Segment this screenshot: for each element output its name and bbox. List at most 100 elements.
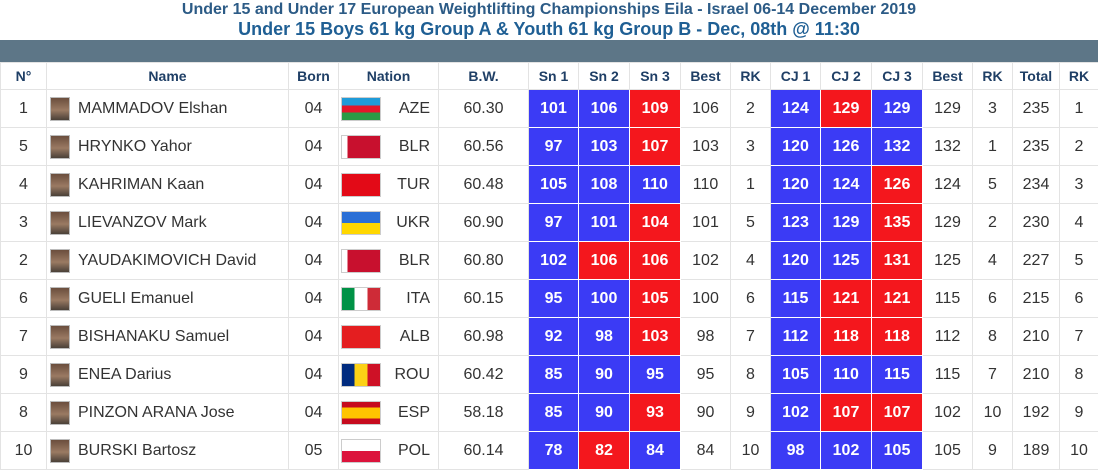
snatch-attempt-2: 106 [579, 90, 630, 128]
final-rank: 2 [1060, 128, 1098, 166]
clean-jerk-attempt-1: 120 [771, 128, 821, 166]
final-rank: 3 [1060, 166, 1098, 204]
snatch-attempt-2: 100 [579, 280, 630, 318]
start-number: 10 [1, 432, 47, 470]
col-header: B.W. [439, 63, 529, 90]
clean-jerk-best: 125 [923, 242, 973, 280]
clean-jerk-attempt-1: 123 [771, 204, 821, 242]
body-weight: 60.48 [439, 166, 529, 204]
athlete-photo [50, 439, 70, 463]
clean-jerk-attempt-2: 129 [821, 204, 872, 242]
total: 227 [1013, 242, 1060, 280]
snatch-attempt-1: 92 [529, 318, 579, 356]
athlete-name: PINZON ARANA Jose [78, 404, 235, 422]
clean-jerk-best: 129 [923, 90, 973, 128]
nation-cell: UKR [339, 204, 439, 242]
alb-flag-icon [341, 325, 381, 349]
snatch-rank: 7 [731, 318, 771, 356]
clean-jerk-attempt-2: 110 [821, 356, 872, 394]
clean-jerk-rank: 7 [973, 356, 1013, 394]
clean-jerk-attempt-2: 121 [821, 280, 872, 318]
snatch-best: 98 [681, 318, 731, 356]
born-year: 04 [289, 128, 339, 166]
athlete-photo [50, 211, 70, 235]
clean-jerk-attempt-1: 102 [771, 394, 821, 432]
snatch-attempt-2: 103 [579, 128, 630, 166]
snatch-attempt-2: 101 [579, 204, 630, 242]
col-header: CJ 1 [771, 63, 821, 90]
body-weight: 60.80 [439, 242, 529, 280]
born-year: 04 [289, 242, 339, 280]
athlete-name-cell: LIEVANZOV Mark [47, 204, 289, 242]
start-number: 7 [1, 318, 47, 356]
snatch-attempt-2: 98 [579, 318, 630, 356]
clean-jerk-best: 102 [923, 394, 973, 432]
athlete-name: GUELI Emanuel [78, 290, 194, 308]
athlete-name: BISHANAKU Samuel [78, 328, 229, 346]
nation-code: BLR [399, 252, 430, 270]
clean-jerk-rank: 9 [973, 432, 1013, 470]
final-rank: 7 [1060, 318, 1098, 356]
total: 210 [1013, 318, 1060, 356]
tur-flag-icon [341, 173, 381, 197]
clean-jerk-attempt-2: 118 [821, 318, 872, 356]
total: 210 [1013, 356, 1060, 394]
athlete-photo [50, 287, 70, 311]
athlete-photo [50, 401, 70, 425]
snatch-attempt-1: 102 [529, 242, 579, 280]
start-number: 1 [1, 90, 47, 128]
start-number: 8 [1, 394, 47, 432]
col-header: Total [1013, 63, 1060, 90]
snatch-best: 101 [681, 204, 731, 242]
start-number: 2 [1, 242, 47, 280]
clean-jerk-attempt-3: 132 [872, 128, 923, 166]
clean-jerk-attempt-2: 126 [821, 128, 872, 166]
snatch-best: 103 [681, 128, 731, 166]
clean-jerk-attempt-2: 124 [821, 166, 872, 204]
snatch-attempt-1: 105 [529, 166, 579, 204]
clean-jerk-rank: 10 [973, 394, 1013, 432]
results-header: Under 15 and Under 17 European Weightlif… [0, 0, 1098, 40]
snatch-attempt-2: 90 [579, 356, 630, 394]
snatch-best: 110 [681, 166, 731, 204]
snatch-attempt-1: 97 [529, 204, 579, 242]
total: 234 [1013, 166, 1060, 204]
table-header-row: N° Name Born Nation B.W. Sn 1 Sn 2 Sn 3 … [1, 63, 1098, 90]
nation-code: AZE [399, 100, 430, 118]
athlete-name-cell: MAMMADOV Elshan [47, 90, 289, 128]
athlete-name: KAHRIMAN Kaan [78, 176, 204, 194]
start-number: 6 [1, 280, 47, 318]
total: 230 [1013, 204, 1060, 242]
final-rank: 10 [1060, 432, 1098, 470]
born-year: 05 [289, 432, 339, 470]
clean-jerk-best: 105 [923, 432, 973, 470]
header-divider-bar [0, 40, 1098, 62]
snatch-attempt-3: 104 [630, 204, 681, 242]
clean-jerk-rank: 1 [973, 128, 1013, 166]
body-weight: 60.15 [439, 280, 529, 318]
athlete-name: BURSKI Bartosz [78, 442, 196, 460]
snatch-rank: 8 [731, 356, 771, 394]
clean-jerk-rank: 2 [973, 204, 1013, 242]
snatch-best: 90 [681, 394, 731, 432]
body-weight: 60.30 [439, 90, 529, 128]
athlete-name: MAMMADOV Elshan [78, 100, 227, 118]
born-year: 04 [289, 90, 339, 128]
final-rank: 4 [1060, 204, 1098, 242]
clean-jerk-attempt-2: 102 [821, 432, 872, 470]
col-header: Sn 1 [529, 63, 579, 90]
final-rank: 6 [1060, 280, 1098, 318]
clean-jerk-attempt-2: 107 [821, 394, 872, 432]
col-header: RK [973, 63, 1013, 90]
final-rank: 1 [1060, 90, 1098, 128]
start-number: 4 [1, 166, 47, 204]
clean-jerk-attempt-3: 107 [872, 394, 923, 432]
page-subtitle: Under 15 Boys 61 kg Group A & Youth 61 k… [0, 18, 1098, 40]
